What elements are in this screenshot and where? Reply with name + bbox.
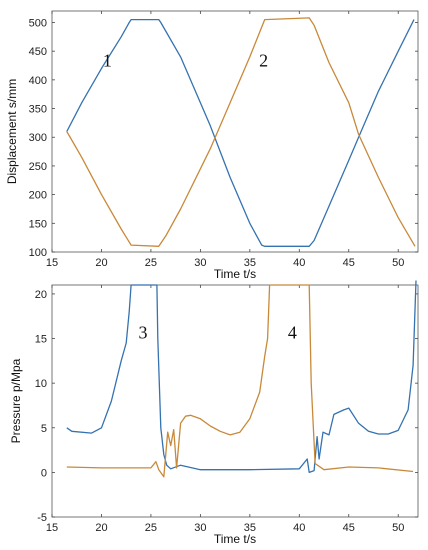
x-tick-label: 20 — [95, 522, 107, 534]
plot-area-frame — [51, 10, 419, 253]
y-tick-label: 300 — [29, 132, 47, 144]
x-axis-label: Time t/s — [214, 532, 256, 546]
x-tick-label: 35 — [244, 522, 256, 534]
curve-annotation-3: 3 — [139, 323, 148, 343]
curve-annotation-1: 1 — [103, 51, 112, 71]
x-tick-label: 15 — [46, 257, 58, 269]
x-axis-label: Time t/s — [214, 267, 256, 281]
curve-annotation-4: 4 — [288, 323, 297, 343]
y-tick-label: 15 — [35, 334, 47, 346]
y-tick-label: -5 — [37, 512, 47, 524]
series-line-2 — [66, 284, 414, 478]
x-tick-label: 40 — [293, 522, 305, 534]
y-tick-label: 20 — [35, 289, 47, 301]
x-tick-label: 40 — [293, 257, 305, 269]
y-axis-label: Displacement s/mm — [5, 79, 19, 184]
chart-panel-1: 15 20 25 30 35 40 45 50 100 150 200 250 300 350 400 450… — [5, 10, 419, 281]
y-tick-label: 350 — [29, 104, 47, 116]
y-tick-label: 400 — [29, 75, 47, 87]
x-tick-label: 30 — [194, 522, 206, 534]
y-tick-label: 5 — [41, 423, 47, 435]
x-tick-label: 50 — [392, 522, 404, 534]
x-tick-label: 35 — [244, 257, 256, 269]
y-tick-label: 450 — [29, 46, 47, 58]
plot-area-frame — [51, 284, 419, 518]
y-tick-label: 10 — [35, 378, 47, 390]
x-tick-label: 20 — [95, 257, 107, 269]
x-tick-label: 15 — [46, 522, 58, 534]
series-line-1 — [66, 18, 415, 247]
y-tick-label: 200 — [29, 190, 47, 202]
y-axis-label: Pressure p/Mpa — [9, 358, 23, 443]
x-tick-label: 45 — [343, 257, 355, 269]
x-tick-label: 25 — [145, 522, 157, 534]
series-line-1 — [66, 280, 417, 474]
curve-annotation-2: 2 — [259, 51, 268, 71]
y-tick-label: 0 — [41, 467, 47, 479]
chart-panel-2: 15 20 25 30 35 40 45 50 -5 0 5 10 15 20 Time t/s Pressu… — [9, 280, 419, 546]
y-tick-label: 150 — [29, 218, 47, 230]
x-tick-label: 30 — [194, 257, 206, 269]
x-tick-label: 50 — [392, 257, 404, 269]
y-tick-label: 100 — [29, 247, 47, 259]
y-tick-label: 500 — [29, 17, 47, 29]
x-tick-label: 45 — [343, 522, 355, 534]
x-tick-label: 25 — [145, 257, 157, 269]
series-line-2 — [66, 17, 416, 247]
y-tick-label: 250 — [29, 161, 47, 173]
